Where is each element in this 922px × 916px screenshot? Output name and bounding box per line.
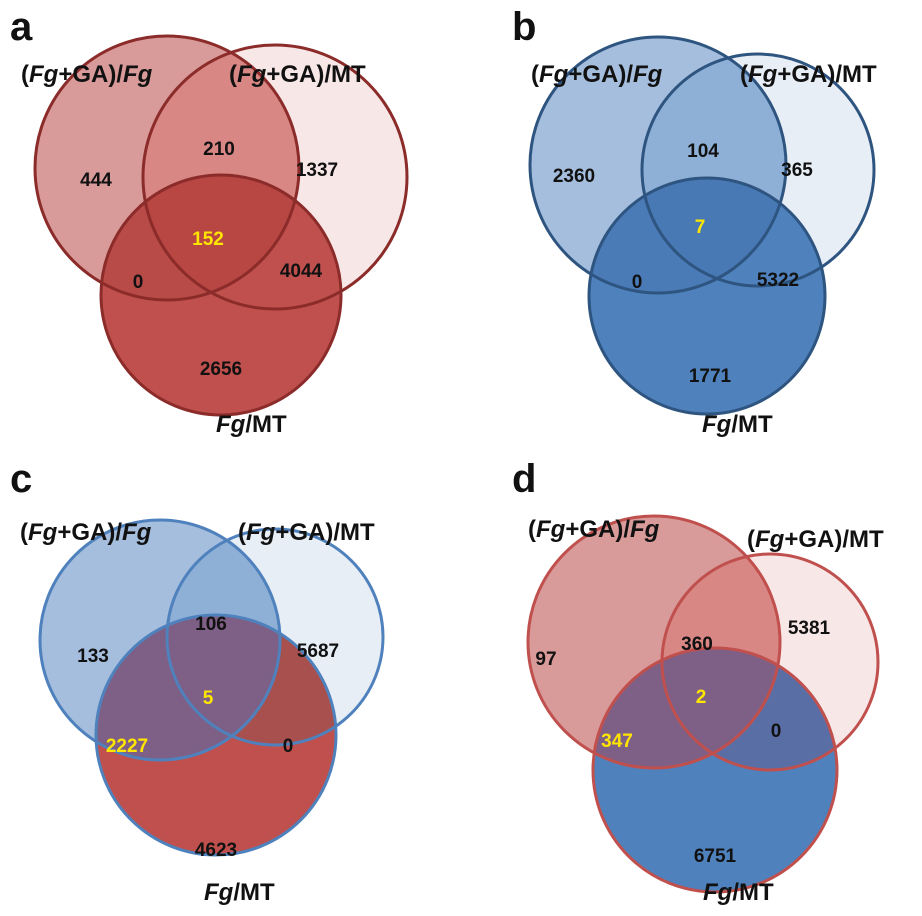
count-bc: 5322 <box>757 270 799 291</box>
count-a-only: 2360 <box>553 166 595 187</box>
set-c-outline <box>591 646 839 894</box>
count-a-only: 444 <box>80 170 112 191</box>
set-c-outline <box>587 176 827 416</box>
set-b-label: (Fg+GA)/MT <box>229 61 366 88</box>
set-a-outline <box>33 34 301 302</box>
set-b-outline <box>640 52 876 288</box>
count-abc: 7 <box>695 217 706 238</box>
count-a-only: 97 <box>535 649 556 670</box>
count-c-only: 6751 <box>694 846 737 867</box>
venn-panel-c: c (Fg+GA)/Fg (Fg+GA)/MT Fg/MT 133 5687 4623 106… <box>10 457 385 906</box>
count-c-only: 2656 <box>200 359 242 380</box>
panel-letter: b <box>512 5 536 49</box>
count-b-only: 1337 <box>296 160 338 181</box>
set-c-label: Fg/MT <box>703 879 774 906</box>
count-abc: 152 <box>192 229 224 250</box>
count-ab: 106 <box>195 614 227 635</box>
count-b-only: 365 <box>781 160 813 181</box>
region-bc <box>662 648 837 770</box>
set-b-outline <box>660 552 880 772</box>
count-b-only: 5381 <box>788 618 831 639</box>
set-b-label: (Fg+GA)/MT <box>747 526 884 553</box>
count-ac: 2227 <box>106 736 148 757</box>
count-ac: 0 <box>632 272 643 293</box>
panel-letter: d <box>512 457 536 501</box>
set-b-outline <box>165 527 385 747</box>
set-c-label: Fg/MT <box>702 411 773 438</box>
count-b-only: 5687 <box>297 641 339 662</box>
set-a-label: (Fg+GA)/Fg <box>531 61 663 88</box>
set-a-label: (Fg+GA)/Fg <box>528 516 660 543</box>
set-c-label: Fg/MT <box>216 411 287 438</box>
count-ac: 0 <box>133 272 144 293</box>
set-a-outline <box>528 35 788 295</box>
count-abc: 2 <box>696 687 707 708</box>
count-ab: 360 <box>681 634 713 655</box>
count-bc: 0 <box>283 736 294 757</box>
set-a-outline <box>526 514 782 770</box>
set-c-label: Fg/MT <box>204 879 275 906</box>
venn-panel-d: d (Fg+GA)/Fg (Fg+GA)/MT Fg/MT 97 5381 6751 360 3… <box>512 457 884 906</box>
count-a-only: 133 <box>77 646 109 667</box>
set-a-outline <box>38 518 282 762</box>
count-ab: 210 <box>203 139 235 160</box>
count-bc: 0 <box>771 721 782 742</box>
panel-letter: c <box>10 457 32 501</box>
set-b-label: (Fg+GA)/MT <box>238 519 375 546</box>
set-c-outline <box>94 613 338 857</box>
set-c-outline <box>99 173 343 417</box>
panel-letter: a <box>10 5 33 49</box>
set-a-label: (Fg+GA)/Fg <box>21 61 153 88</box>
count-c-only: 4623 <box>195 840 237 861</box>
venn-panel-b: b (Fg+GA)/Fg (Fg+GA)/MT Fg/MT 2360 365 1771 104… <box>512 5 877 438</box>
venn-panel-a: a (Fg+GA)/Fg (Fg+GA)/MT Fg/MT 444 1337 2656 210… <box>10 5 409 438</box>
count-ac: 347 <box>601 731 633 752</box>
count-ab: 104 <box>687 141 719 162</box>
set-a-label: (Fg+GA)/Fg <box>20 519 152 546</box>
count-abc: 5 <box>203 688 214 709</box>
count-c-only: 1771 <box>689 366 732 387</box>
set-b-outline <box>141 43 409 311</box>
set-b-label: (Fg+GA)/MT <box>740 61 877 88</box>
count-bc: 4044 <box>280 261 323 282</box>
